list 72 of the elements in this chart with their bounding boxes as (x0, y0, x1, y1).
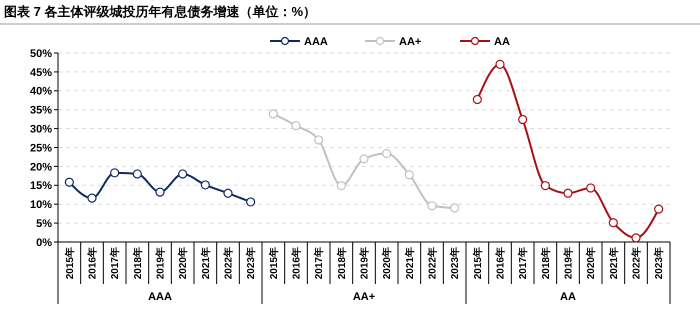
x-tick-label: 2022年 (222, 247, 234, 280)
x-tick-label: 2018年 (336, 247, 348, 280)
text: AA (560, 291, 576, 303)
x-tick-label: 2018年 (540, 247, 552, 280)
x-tick-label: 2016年 (86, 247, 98, 280)
x-tick-label: 2021年 (404, 247, 416, 280)
point (382, 148, 392, 158)
point (472, 94, 482, 104)
x-tick-label: 2023年 (449, 247, 462, 280)
x-tick-label: 2022年 (426, 247, 438, 280)
text: AAA (148, 291, 172, 303)
x-tick-label: 2020年 (585, 247, 598, 280)
point (654, 204, 664, 214)
x-tick-label: 2021年 (200, 247, 212, 280)
x-tick-label: 2017年 (109, 247, 122, 280)
point (268, 109, 278, 118)
point (223, 188, 233, 198)
point (155, 188, 165, 197)
point (518, 114, 528, 124)
y-tick-label: 45% (30, 66, 52, 79)
x-tick-label: 2015年 (268, 247, 280, 280)
x-tick-label: 2019年 (154, 247, 166, 280)
legend-label: AA (494, 36, 510, 48)
point (291, 120, 301, 130)
y-tick-label: 30% (30, 123, 52, 136)
y-tick-label: 25% (30, 142, 52, 154)
x-tick-label: 2022年 (630, 247, 642, 280)
point (87, 194, 97, 203)
chart-title: 图表 7 各主体评级城投历年有息债务增速（单位：%） (4, 4, 316, 19)
point (563, 188, 573, 198)
point (110, 168, 120, 178)
x-tick-label: 2018年 (132, 247, 144, 280)
point (359, 154, 369, 164)
point (540, 181, 550, 190)
y-tick-label: 10% (30, 199, 52, 212)
point (64, 178, 74, 187)
x-tick-label: 2019年 (358, 247, 370, 280)
x-tick-label: 2017年 (517, 247, 530, 280)
legend-label: AAA (304, 36, 328, 48)
x-tick-label: 2017年 (313, 247, 326, 280)
x-tick-label: 2015年 (472, 247, 484, 280)
point (427, 201, 437, 210)
x-tick-label: 2015年 (64, 247, 76, 280)
point (404, 170, 414, 180)
y-tick-label: 35% (30, 104, 52, 117)
x-tick-label: 2020年 (381, 247, 394, 280)
point (314, 135, 324, 145)
y-tick-label: 20% (30, 161, 52, 174)
x-tick-label: 2016年 (494, 247, 506, 280)
point (246, 197, 256, 207)
point (586, 183, 596, 193)
point (336, 181, 346, 190)
x-tick-label: 2016年 (290, 247, 302, 280)
legend-label: AA+ (399, 36, 422, 48)
x-tick-label: 2023年 (245, 247, 258, 280)
point (200, 180, 210, 190)
y-tick-label: 40% (30, 86, 52, 98)
x-tick-label: 2020年 (177, 247, 190, 280)
x-tick-label: 2019年 (562, 247, 574, 280)
y-tick-label: 5% (36, 218, 52, 230)
point (495, 60, 505, 69)
point (132, 169, 142, 179)
text: AA+ (352, 291, 376, 303)
y-tick-label: 15% (30, 180, 52, 192)
point (178, 169, 188, 179)
x-tick-label: 2021年 (608, 247, 620, 280)
point (631, 233, 641, 242)
x-tick-label: 2023年 (653, 247, 666, 280)
y-tick-label: 50% (30, 48, 52, 60)
y-tick-label: 0% (36, 236, 52, 249)
point (608, 218, 618, 228)
point (450, 203, 460, 213)
